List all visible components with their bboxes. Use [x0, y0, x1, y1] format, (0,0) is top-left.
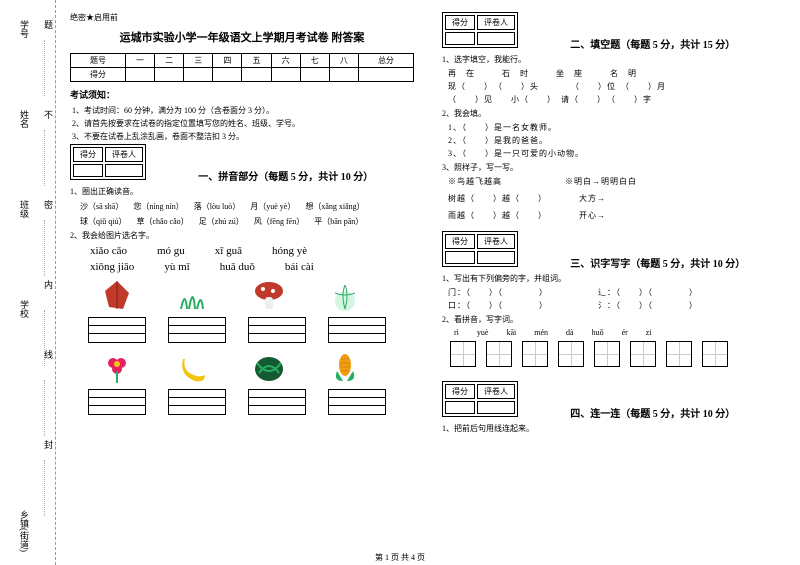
- q4-1: 1、把前后句用线连起来。: [442, 423, 786, 434]
- section-3-title: 三、识字写字（每题 5 分，共计 10 分）: [570, 259, 745, 270]
- write-grid-row-2: [88, 389, 414, 415]
- q3-2: 2、看拼音，写字词。: [442, 314, 786, 325]
- q2-2: 2、我会填。: [442, 108, 786, 119]
- rad-1: 门：（ ）（ ） 辶：（ ）（ ）: [448, 287, 786, 298]
- section-2-title: 二、填空题（每题 5 分，共计 15 分）: [570, 40, 735, 51]
- margin-dash-5: 密: [42, 200, 55, 209]
- notice-1: 1、考试时间：60 分钟，满分为 100 分（含卷面分 3 分）。: [72, 105, 414, 116]
- cabbage-icon: [322, 277, 368, 315]
- score-box-3: 得分评卷人: [442, 231, 518, 267]
- fill-r1: 现（ ） （ ）头 （ ）位 （ ）月: [448, 81, 786, 92]
- score-table: 题号一二三四五六七八总分 得分: [70, 53, 414, 82]
- examples: ※鸟越飞越高 ※明白→明明白白: [448, 176, 786, 187]
- sent-1: 1、（ ）是一名女教师。: [448, 122, 786, 133]
- notice-title: 考试须知：: [70, 88, 414, 101]
- secret-label: 绝密★启用前: [70, 12, 414, 23]
- notice-2: 2、请首先按要求在试卷的指定位置填写您的姓名、班级、学号。: [72, 118, 414, 129]
- page-footer: 第 1 页 共 4 页: [0, 552, 800, 563]
- notice-3: 3、不要在试卷上乱涂乱画，卷面不整洁扣 3 分。: [72, 131, 414, 142]
- watermelon-icon: [246, 349, 292, 387]
- q1-1: 1、圈出正确读音。: [70, 186, 414, 197]
- margin-dash-0: 题: [42, 20, 55, 29]
- fill-options: 再 在 石 时 坐 座 名 明: [448, 68, 786, 79]
- margin-dash-3: 线: [42, 350, 55, 359]
- banana-icon: [170, 349, 216, 387]
- image-row-1: [94, 277, 414, 315]
- pinyin-choices: 沙（sā shā）您（níng nín）落（lòu luò）月（yuè yè）想…: [80, 201, 414, 212]
- margin-label-xiangzhen: 乡镇(街道): [18, 510, 31, 552]
- sent-2: 2、（ ）是我的爸爸。: [448, 135, 786, 146]
- fill-r2: （ ）见 小（ ） 请（ ） （ ）字: [448, 94, 786, 105]
- margin-label-xuehao: 学号: [18, 20, 31, 38]
- right-column: 得分评卷人 二、填空题（每题 5 分，共计 15 分） 1、选字填空，我能行。 …: [428, 0, 800, 565]
- pinyin-choices-2: 球（qiǔ qiú）草（chǎo cǎo）足（zhú zú）风（fēng fēn…: [80, 216, 414, 227]
- mushroom-icon: [246, 277, 292, 315]
- margin-label-xuexiao: 学校: [18, 300, 31, 318]
- leaf-icon: [94, 277, 140, 315]
- left-column: 绝密★启用前 运城市实验小学一年级语文上学期月考试卷 附答案 题号一二三四五六七…: [56, 0, 428, 565]
- write-grid-row-1: [88, 317, 414, 343]
- sent-3: 3、（ ）是一只可爱的小动物。: [448, 148, 786, 159]
- q3-1: 1、写出有下列偏旁的字，并组词。: [442, 273, 786, 284]
- line-1: 树越（ ）越（ ） 大方→: [448, 193, 786, 204]
- exam-title: 运城市实验小学一年级语文上学期月考试卷 附答案: [70, 29, 414, 45]
- margin-label-banji: 班级: [18, 200, 31, 218]
- section-4-title: 四、连一连（每题 5 分，共计 10 分）: [570, 409, 735, 420]
- margin-dash-4: 封: [42, 440, 55, 449]
- line-2: 雨越（ ）越（ ） 开心→: [448, 210, 786, 221]
- margin-label-xingming: 姓名: [18, 110, 31, 128]
- score-box-4: 得分评卷人: [442, 381, 518, 417]
- binding-margin: 学号 题 姓名 不 班级 密 学校 内 线 封 乡镇(街道): [0, 0, 56, 565]
- rad-2: 口：（ ）（ ） 氵：（ ）（ ）: [448, 300, 786, 311]
- margin-dash-1: 不: [42, 110, 55, 119]
- score-box-1: 得分评卷人: [70, 144, 146, 180]
- section-1-title: 一、拼音部分（每题 5 分，共计 10 分）: [198, 172, 373, 183]
- image-row-2: [94, 349, 414, 387]
- q1-2: 2、我会给图片选名字。: [70, 230, 414, 241]
- q2-3: 3、照样子，写一写。: [442, 162, 786, 173]
- char-grid-row: [450, 341, 786, 367]
- score-box-2: 得分评卷人: [442, 12, 518, 48]
- margin-dash-2: 内: [42, 280, 55, 289]
- grass-icon: [170, 277, 216, 315]
- pinyin-labels: rìyuèkāiméndàhuǒérzi: [454, 328, 786, 337]
- flower-icon: [94, 349, 140, 387]
- pinyin-grid-1: xiǎo cǎomó guxī guāhóng yè: [90, 245, 414, 257]
- corn-icon: [322, 349, 368, 387]
- pinyin-grid-2: xiōng jiāoyù mǐhuā duǒbái cài: [90, 261, 414, 273]
- q2-1: 1、选字填空，我能行。: [442, 54, 786, 65]
